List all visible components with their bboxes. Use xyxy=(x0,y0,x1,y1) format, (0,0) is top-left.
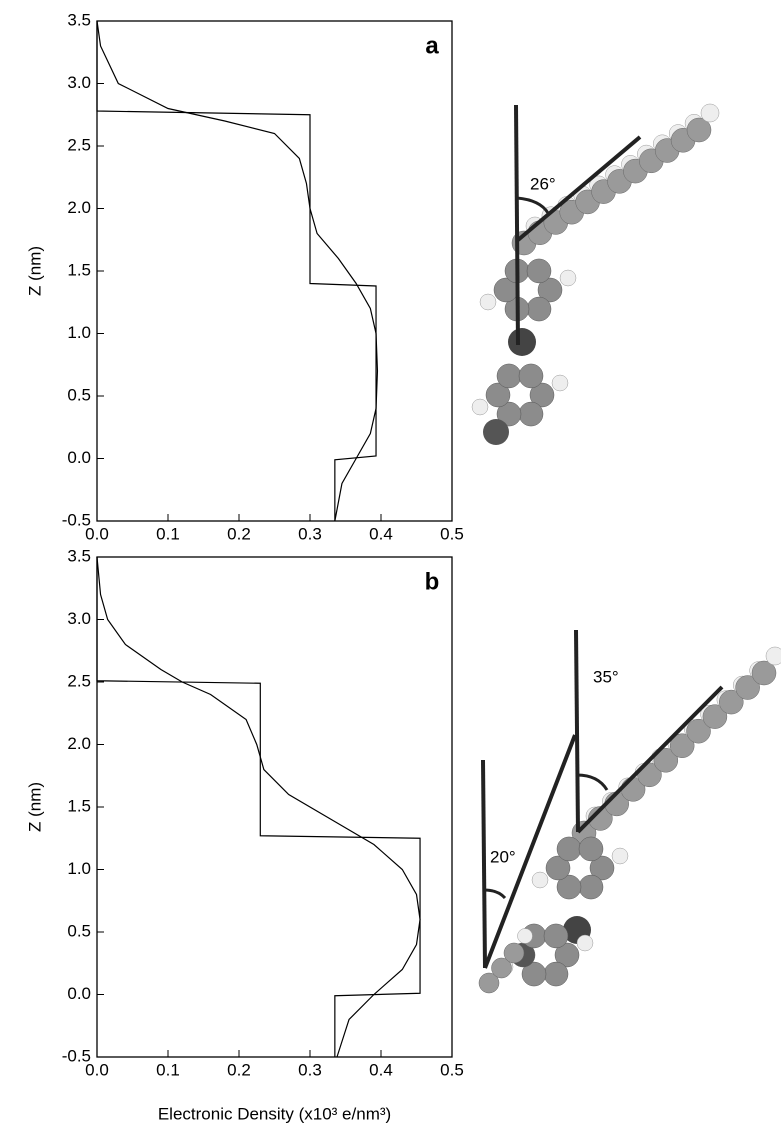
y-tick-label: 0.0 xyxy=(67,984,91,1003)
angle-line xyxy=(516,105,518,345)
y-tick-label: 3.5 xyxy=(67,10,91,29)
atom xyxy=(544,924,568,948)
x-tick-label: 0.4 xyxy=(369,1060,393,1079)
density-line xyxy=(97,557,420,1057)
density-line xyxy=(97,21,377,521)
y-tick-label: 3.0 xyxy=(67,73,91,92)
angle-line xyxy=(483,760,485,968)
angle-line xyxy=(578,687,722,832)
y-tick-label: -0.5 xyxy=(62,510,91,529)
y-tick-label: 3.0 xyxy=(67,609,91,628)
x-tick-label: 0.1 xyxy=(156,1060,180,1079)
atom xyxy=(480,294,496,310)
y-tick-label: 1.5 xyxy=(67,796,91,815)
atom xyxy=(579,837,603,861)
y-axis-label: Z (nm) xyxy=(25,782,44,832)
plot-frame xyxy=(97,557,452,1057)
density-line xyxy=(97,21,376,521)
atom xyxy=(483,419,509,445)
y-tick-label: 3.5 xyxy=(67,546,91,565)
y-tick-label: 2.5 xyxy=(67,135,91,154)
atom xyxy=(577,935,593,951)
panel-label: a xyxy=(425,32,439,59)
plot-frame xyxy=(97,21,452,521)
atom xyxy=(518,929,533,944)
atom xyxy=(701,104,719,122)
panel-label: b xyxy=(425,568,440,595)
atom xyxy=(527,259,551,283)
y-tick-label: 2.5 xyxy=(67,671,91,690)
density-line xyxy=(97,557,420,1057)
figure: 26° 35° 20° 0.0 0.1 0.2 0.3 0.4 0.5 -0.5 0.0 0.5 1.0… xyxy=(0,0,781,1133)
y-tick-label: 0.5 xyxy=(67,921,91,940)
y-tick-label: 1.5 xyxy=(67,260,91,279)
angle-arc xyxy=(577,775,607,790)
x-tick-label: 0.4 xyxy=(369,524,393,543)
atom xyxy=(560,270,576,286)
x-tick-label: 0.1 xyxy=(156,524,180,543)
atom xyxy=(497,364,521,388)
y-tick-label: 1.0 xyxy=(67,323,91,342)
atom xyxy=(519,364,543,388)
atom xyxy=(544,962,568,986)
x-tick-label: 0.3 xyxy=(298,1060,322,1079)
atom xyxy=(472,399,488,415)
y-tick-label: 2.0 xyxy=(67,734,91,753)
y-tick-label: 2.0 xyxy=(67,198,91,217)
y-tick-label: 0.0 xyxy=(67,448,91,467)
x-tick-label: 0.5 xyxy=(440,1060,464,1079)
y-tick-label: 1.0 xyxy=(67,859,91,878)
x-tick-label: 0.2 xyxy=(227,524,251,543)
atom xyxy=(504,943,524,963)
angle-label: 20° xyxy=(490,847,516,866)
atom xyxy=(557,837,581,861)
atom xyxy=(612,848,628,864)
atom xyxy=(579,875,603,899)
x-tick-label: 0.5 xyxy=(440,524,464,543)
atom xyxy=(766,647,781,665)
x-tick-label: 0.3 xyxy=(298,524,322,543)
y-tick-label: 0.5 xyxy=(67,385,91,404)
atom xyxy=(527,297,551,321)
x-tick-label: 0.2 xyxy=(227,1060,251,1079)
angle-arc xyxy=(484,890,505,898)
angle-label: 26° xyxy=(530,174,556,193)
angle-line xyxy=(576,630,578,832)
angle-label: 35° xyxy=(593,667,619,686)
atom xyxy=(552,375,568,391)
x-axis-label: Electronic Density (x10³ e/nm³) xyxy=(158,1104,391,1123)
atom xyxy=(508,328,536,356)
y-axis-label: Z (nm) xyxy=(25,246,44,296)
y-tick-label: -0.5 xyxy=(62,1046,91,1065)
atom xyxy=(519,402,543,426)
atom xyxy=(532,872,548,888)
